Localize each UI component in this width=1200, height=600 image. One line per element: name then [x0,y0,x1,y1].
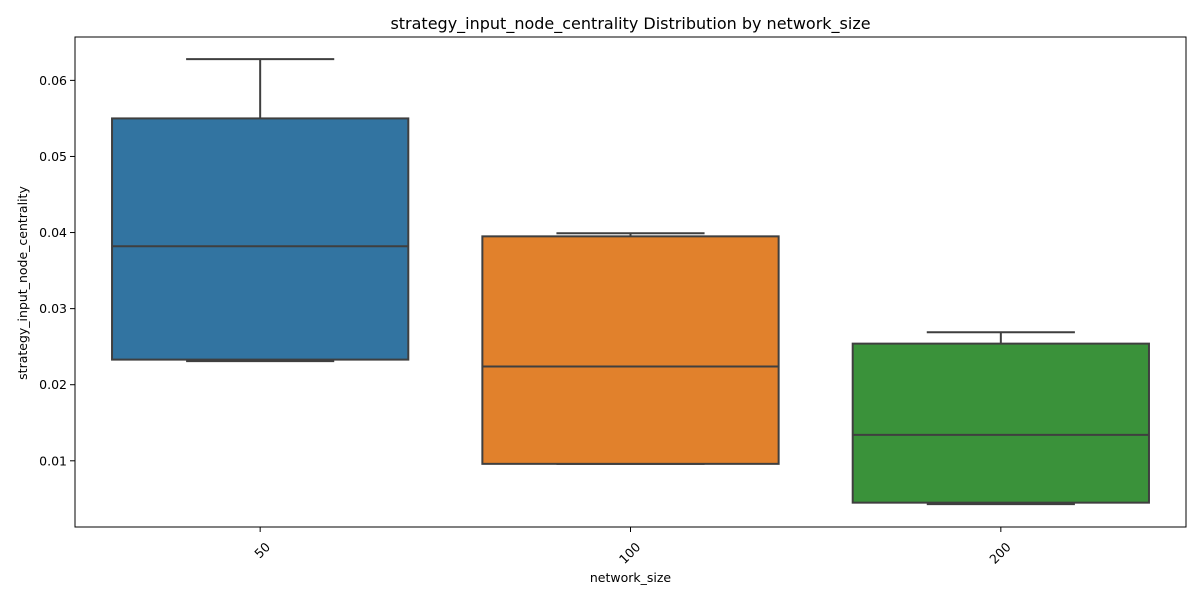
x-tick-label-50: 50 [251,539,273,561]
x-axis-label: network_size [590,570,672,585]
box-200-iqr [851,342,1150,504]
plot-frame [74,36,1187,528]
y-axis-label: strategy_input_node_centrality [15,186,30,380]
x-tick-label-200: 200 [986,539,1014,567]
y-tick-label-0.06: 0.06 [39,73,67,88]
y-tick-label-0.04: 0.04 [39,225,67,240]
box-50-iqr [111,117,410,361]
y-tick-label-0.01: 0.01 [39,453,67,468]
y-tick-label-0.05: 0.05 [39,149,67,164]
y-tick-label-0.02: 0.02 [39,377,67,392]
box-100-iqr [481,235,780,465]
chart-title: strategy_input_node_centrality Distribut… [390,14,870,34]
y-tick-label-0.03: 0.03 [39,301,67,316]
plot-area: 50 100 200 0.01 0.02 0.03 0.04 0.05 0.06 [39,36,1187,567]
x-tick-label-100: 100 [616,539,644,567]
